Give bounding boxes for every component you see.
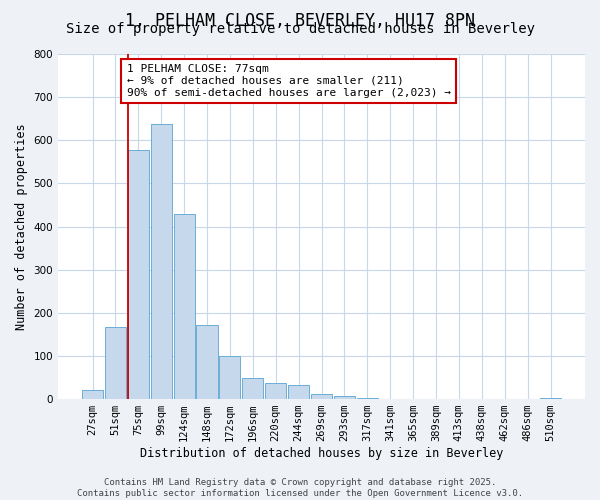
Y-axis label: Number of detached properties: Number of detached properties [15,123,28,330]
Text: Contains HM Land Registry data © Crown copyright and database right 2025.
Contai: Contains HM Land Registry data © Crown c… [77,478,523,498]
Bar [151,124,172,399]
Bar [265,382,286,399]
Bar [82,390,103,399]
Text: 1, PELHAM CLOSE, BEVERLEY, HU17 8PN: 1, PELHAM CLOSE, BEVERLEY, HU17 8PN [125,12,475,30]
Bar [540,398,561,399]
Bar [242,378,263,399]
Text: 1 PELHAM CLOSE: 77sqm
← 9% of detached houses are smaller (211)
90% of semi-deta: 1 PELHAM CLOSE: 77sqm ← 9% of detached h… [127,64,451,98]
Bar [173,214,194,399]
Bar [288,386,309,399]
Bar [196,325,218,399]
Bar [357,398,378,399]
Text: Size of property relative to detached houses in Beverley: Size of property relative to detached ho… [65,22,535,36]
Bar [105,326,126,399]
Bar [311,394,332,399]
Bar [220,356,241,399]
Bar [128,150,149,399]
X-axis label: Distribution of detached houses by size in Beverley: Distribution of detached houses by size … [140,447,503,460]
Bar [334,396,355,399]
